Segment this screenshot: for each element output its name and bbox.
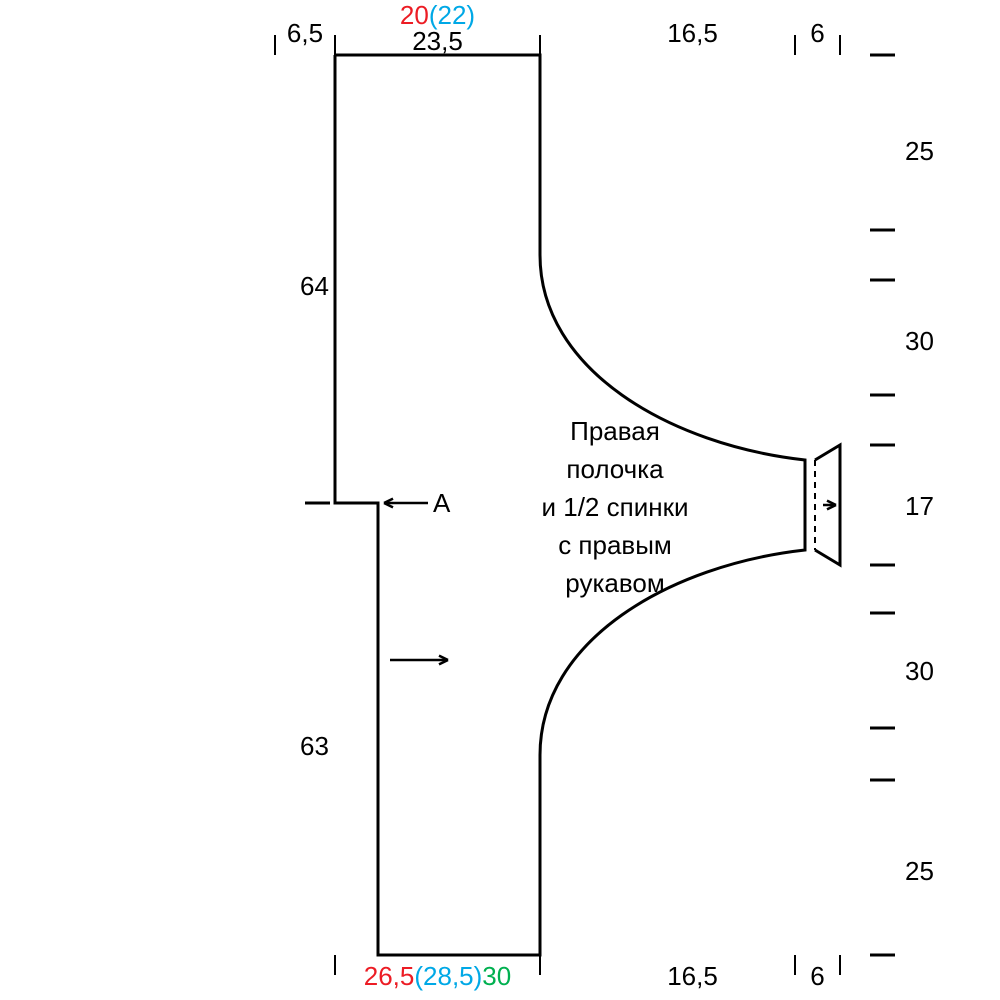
top-seg3: 16,5 (667, 18, 718, 48)
left-upper-dim: 64 (300, 271, 329, 301)
top-seg4: 6 (810, 18, 824, 48)
right-dim-3: 17 (905, 491, 934, 521)
right-dim-1: 25 (905, 136, 934, 166)
top-seg1: 6,5 (287, 18, 323, 48)
top-size-line2: 23,5 (412, 26, 463, 56)
left-lower-dim: 63 (300, 731, 329, 761)
title-line-3: с правым (558, 530, 672, 560)
bottom-size-line: 26,5(28,5)30 (364, 961, 511, 991)
title-line-1: полочка (566, 454, 664, 484)
bottom-seg4: 6 (810, 961, 824, 991)
title-line-0: Правая (570, 416, 660, 446)
right-dim-2: 30 (905, 326, 934, 356)
title-line-2: и 1/2 спинки (542, 492, 689, 522)
right-dim-5: 25 (905, 856, 934, 886)
title-line-4: рукавом (565, 568, 664, 598)
marker-A: A (433, 488, 451, 518)
right-dim-4: 30 (905, 656, 934, 686)
bottom-seg3: 16,5 (667, 961, 718, 991)
